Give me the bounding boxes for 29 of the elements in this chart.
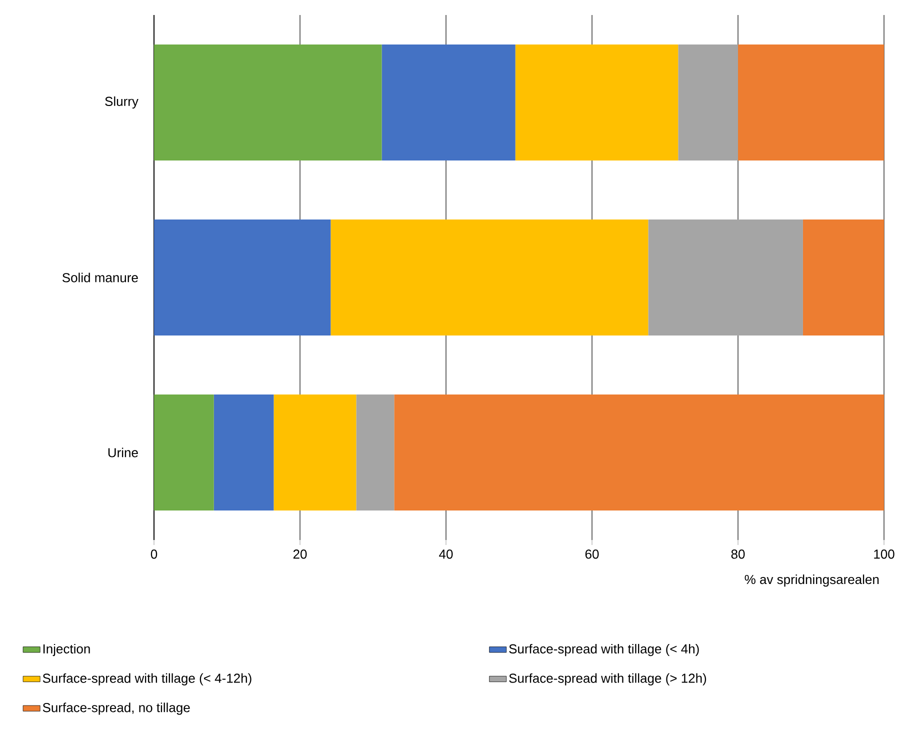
bar (154, 220, 331, 336)
legend-label: Surface-spread with tillage (< 4h) (509, 644, 699, 656)
bar (648, 220, 803, 336)
bar (356, 394, 394, 511)
bar (515, 44, 678, 160)
x-axis-title: % av spridningsarealen (744, 574, 879, 587)
bar (382, 44, 516, 160)
x-tick-label: 60 (585, 550, 599, 559)
bar (678, 44, 738, 160)
legend-label: Injection (43, 644, 90, 656)
bar (802, 220, 884, 336)
legend-label: Surface-spread with tillage (> 12h) (509, 673, 706, 686)
y-tick-label: Urine (108, 448, 138, 458)
y-tick-label: Solid manure (62, 272, 138, 282)
x-tick-label: 100 (874, 550, 894, 559)
x-tick-label: 20 (293, 550, 307, 559)
legend-label: Surface-spread, no tillage (42, 702, 190, 715)
bar (738, 44, 884, 160)
bar (394, 394, 884, 511)
bar (214, 394, 274, 511)
x-tick-label: 40 (439, 550, 453, 559)
bar (154, 44, 382, 160)
y-tick-label: Slurry (105, 96, 138, 109)
x-tick-label: 0 (150, 550, 158, 559)
legend-label: Surface-spread with tillage (< 4-12h) (42, 673, 252, 686)
bar (274, 394, 356, 511)
bar (330, 220, 648, 336)
bar (154, 394, 214, 511)
x-tick-label: 80 (731, 550, 745, 559)
